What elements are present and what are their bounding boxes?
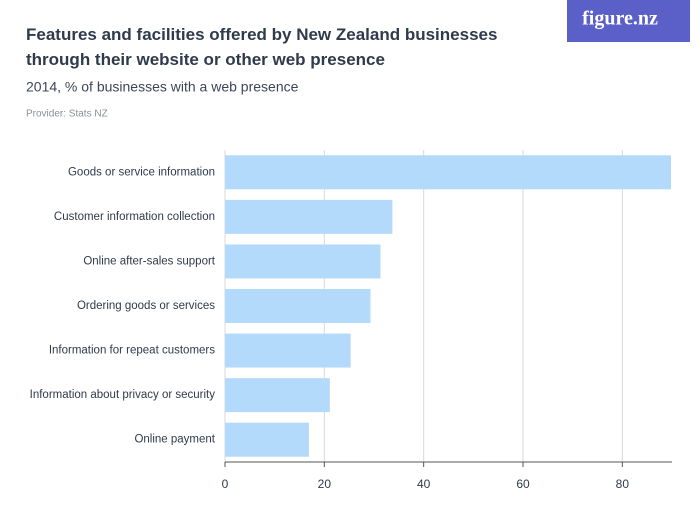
- chart-source: Provider: Stats NZ: [26, 109, 108, 120]
- bar: [225, 155, 672, 190]
- bar: [225, 422, 309, 457]
- bar: [225, 333, 351, 368]
- y-tick-label: Information about privacy or security: [30, 389, 216, 401]
- x-tick-label: 20: [318, 477, 332, 491]
- chart-title: Features and facilities offered by New Z…: [26, 25, 497, 69]
- y-tick-label: Information for repeat customers: [49, 345, 215, 357]
- x-tick-label: 60: [516, 477, 530, 491]
- x-tick-label: 0: [222, 477, 229, 491]
- bar: [225, 378, 330, 413]
- bar: [225, 289, 371, 323]
- bar: [225, 244, 381, 279]
- bar: [225, 199, 393, 234]
- x-tick-label: 80: [616, 477, 630, 491]
- y-tick-label: Online after-sales support: [83, 255, 215, 267]
- y-tick-label: Goods or service information: [68, 166, 215, 178]
- y-tick-label: Online payment: [134, 434, 215, 446]
- x-tick-label: 40: [417, 477, 431, 491]
- chart-subtitle: 2014, % of businesses with a web presenc…: [26, 79, 299, 95]
- y-tick-label: Ordering goods or services: [77, 300, 215, 312]
- logo-box: [567, 0, 690, 42]
- y-tick-label: Customer information collection: [54, 211, 215, 223]
- logo: figure.nz: [582, 8, 658, 30]
